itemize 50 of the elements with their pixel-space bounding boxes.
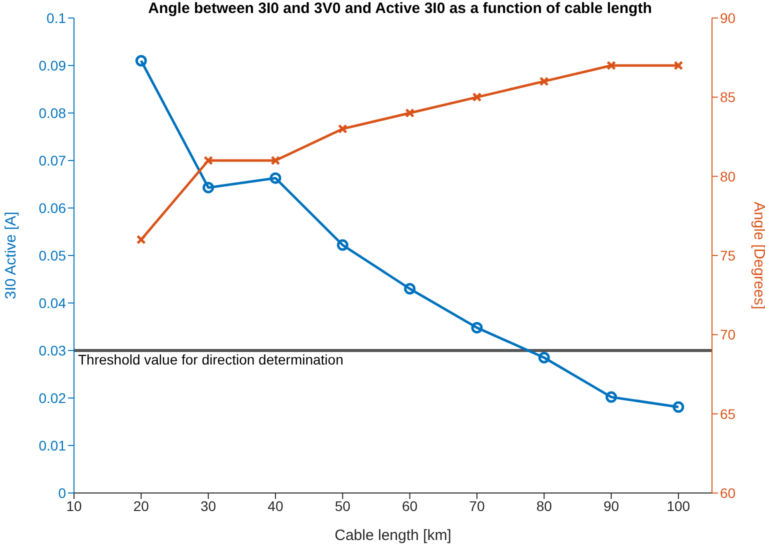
point (336, 239, 348, 251)
point (270, 172, 282, 184)
point (538, 352, 550, 364)
x-tick-label: 10 (66, 498, 82, 514)
x-tick-label: 100 (666, 498, 690, 514)
point (404, 283, 416, 294)
y-tick-label: 0.09 (38, 57, 66, 74)
y2-tick-label: 80 (720, 168, 736, 184)
y-tick-label: 0.03 (38, 342, 66, 358)
y2-tick-label: 75 (720, 247, 736, 264)
point (539, 76, 549, 86)
x-tick-label: 60 (402, 498, 418, 514)
point (606, 391, 618, 403)
point (472, 92, 482, 102)
y-tick-label: 0.05 (38, 247, 66, 264)
point (202, 182, 214, 194)
ref-line-label: Threshold value for direction determination (78, 351, 344, 368)
point (674, 60, 684, 70)
point (204, 156, 214, 166)
x-tick-label: 70 (469, 498, 485, 514)
y-axis-title: 3I0 Active [A] (2, 212, 20, 300)
y-tick-label: 0.06 (38, 200, 66, 216)
point (136, 234, 146, 244)
point (338, 124, 348, 134)
y-tick-label: 0.04 (38, 294, 66, 311)
y-tick-label: 0.02 (38, 390, 66, 406)
y-tick-label: 0.1 (46, 10, 66, 26)
y2-tick-label: 90 (720, 10, 736, 26)
y-tick-label: 0.08 (38, 104, 66, 121)
point (135, 55, 147, 66)
point (672, 401, 684, 413)
y-tick-label: 0.07 (38, 152, 66, 168)
point (606, 60, 616, 70)
x-tick-label: 40 (268, 498, 284, 514)
x-tick-label: 20 (133, 498, 150, 514)
y-tick-label: 0.01 (38, 437, 66, 454)
x-tick-label: 50 (334, 498, 351, 514)
y-tick-label: 0 (58, 484, 66, 501)
x-tick-label: 80 (536, 498, 552, 514)
x-tick-label: 90 (603, 498, 620, 514)
point (270, 156, 280, 166)
x-axis-title: Cable length [km] (334, 527, 452, 544)
y2-tick-label: 85 (720, 89, 736, 106)
y2-tick-label: 60 (720, 484, 736, 501)
point (471, 322, 483, 334)
y2-tick-label: 65 (720, 406, 736, 422)
chart-title: Angle between 3I0 and 3V0 and Active 3I0 as a function of cable length (148, 0, 652, 17)
point (405, 108, 415, 118)
x-tick-label: 30 (200, 498, 216, 514)
y2-tick-label: 70 (720, 326, 736, 343)
